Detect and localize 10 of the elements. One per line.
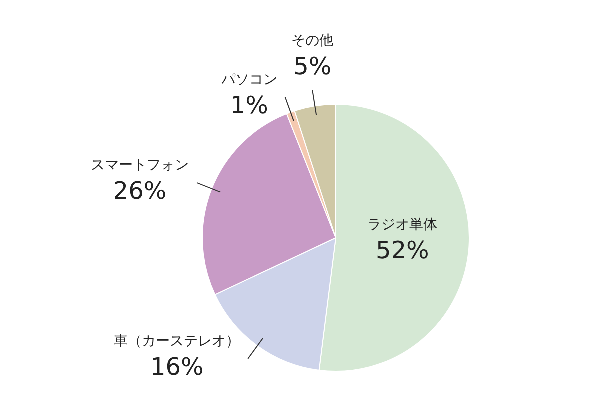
data-label: 16% xyxy=(150,353,204,382)
data-label: 26% xyxy=(113,177,167,206)
slice-label: スマートフォン xyxy=(90,158,189,174)
data-label: 5% xyxy=(294,52,332,81)
slice-label: ラジオ単体 xyxy=(368,216,438,233)
slice-label: 車（カーステレオ） xyxy=(114,334,240,350)
slice-label: パソコン xyxy=(220,72,278,88)
data-label: 52% xyxy=(376,236,430,264)
data-label: 1% xyxy=(230,92,268,120)
slice-label: その他 xyxy=(292,32,334,49)
